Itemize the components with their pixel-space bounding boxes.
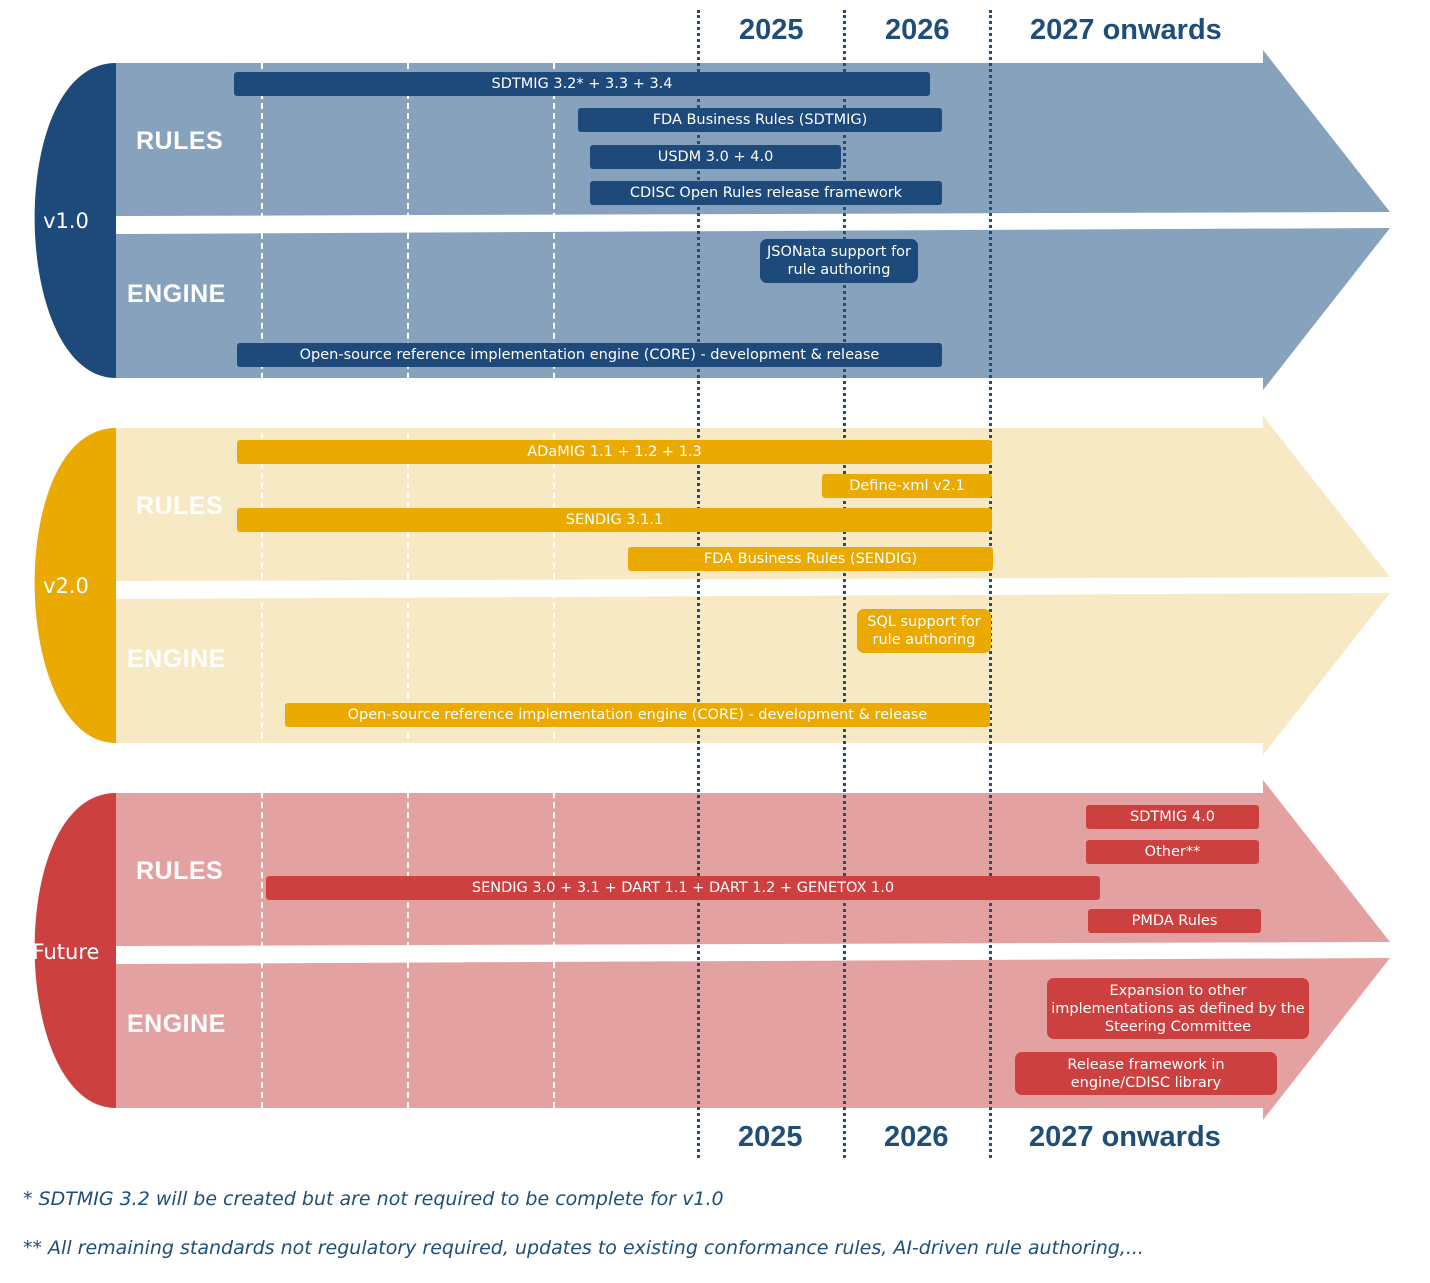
v1-rules-item: SDTMIG 3.2* + 3.3 + 3.4 (234, 72, 930, 96)
guide-line (407, 63, 409, 1108)
v2-engine-arrow (116, 593, 1390, 755)
header-year-2026: 2026 (885, 14, 950, 46)
v1-rules-label: RULES (136, 127, 224, 155)
version-label-v2: v2.0 (43, 574, 89, 598)
v1-version-tab (34, 63, 116, 378)
footer-year-2026: 2026 (884, 1121, 949, 1153)
future-version-tab (34, 793, 116, 1108)
future-engine-label: ENGINE (127, 1010, 226, 1038)
guide-line (261, 63, 263, 1108)
header-year-2027-onwards: 2027 onwards (1030, 14, 1222, 46)
v1-rules-item: FDA Business Rules (SDTMIG) (578, 108, 942, 132)
v2-rules-label: RULES (136, 492, 224, 520)
guide-line (553, 63, 555, 1108)
v1-engine-item: JSONata support for rule authoring (760, 239, 918, 283)
v2-engine-item: Open-source reference implementation eng… (285, 703, 990, 727)
future-rules-label: RULES (136, 857, 224, 885)
version-label-future: Future (32, 940, 100, 964)
v1-engine-item: Open-source reference implementation eng… (237, 343, 942, 367)
future-rules-item: PMDA Rules (1088, 909, 1261, 933)
v2-rules-item: Define-xml v2.1 (822, 474, 992, 498)
footnote-sdtmig: * SDTMIG 3.2 will be created but are not… (23, 1188, 724, 1210)
future-rules-item: SENDIG 3.0 + 3.1 + DART 1.1 + DART 1.2 +… (266, 876, 1100, 900)
v2-engine-label: ENGINE (127, 645, 226, 673)
v2-engine-item: SQL support for rule authoring (857, 609, 991, 653)
v2-version-tab (34, 428, 116, 743)
future-rules-arrow (116, 780, 1390, 946)
header-year-2025: 2025 (739, 14, 804, 46)
v1-engine-label: ENGINE (127, 280, 226, 308)
footer-year-2025: 2025 (738, 1121, 803, 1153)
v2-rules-item: ADaMIG 1.1 + 1.2 + 1.3 (237, 440, 992, 464)
year-divider-2027 (989, 10, 992, 1158)
v1-rules-item: CDISC Open Rules release framework (590, 181, 942, 205)
future-rules-item: Other** (1086, 840, 1259, 864)
v1-rules-item: USDM 3.0 + 4.0 (590, 145, 841, 169)
footer-year-2027-onwards: 2027 onwards (1029, 1121, 1221, 1153)
year-divider-2026 (843, 10, 846, 1158)
year-divider-2025 (697, 10, 700, 1158)
v2-rules-item: FDA Business Rules (SENDIG) (628, 547, 993, 571)
footnote-remaining-standards: ** All remaining standards not regulator… (23, 1237, 1144, 1259)
future-engine-item: Release framework in engine/CDISC librar… (1015, 1052, 1277, 1095)
v2-rules-item: SENDIG 3.1.1 (237, 508, 992, 532)
version-label-v1: v1.0 (43, 209, 89, 233)
future-engine-item: Expansion to other implementations as de… (1047, 978, 1309, 1039)
future-rules-item: SDTMIG 4.0 (1086, 805, 1259, 829)
